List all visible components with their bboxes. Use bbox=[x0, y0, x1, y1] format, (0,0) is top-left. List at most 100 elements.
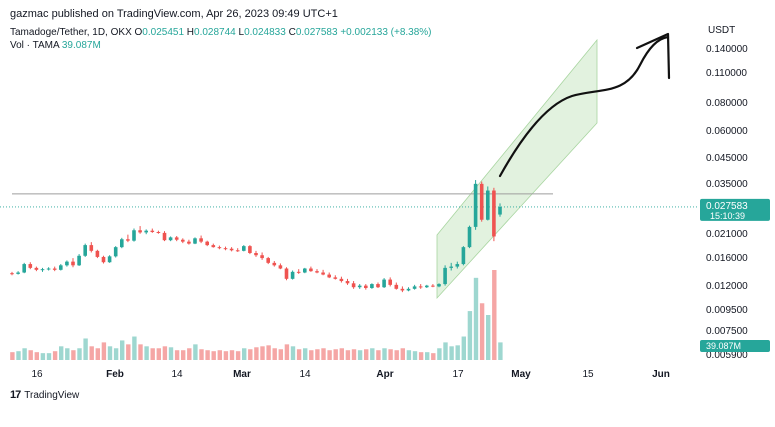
volume-bar bbox=[400, 348, 405, 360]
legend-value: 0.024833 bbox=[244, 27, 289, 38]
volume-bar bbox=[10, 352, 15, 360]
volume-bar bbox=[333, 349, 338, 360]
candle-body bbox=[120, 239, 124, 248]
volume-bar bbox=[235, 351, 241, 360]
candle-body bbox=[296, 271, 301, 273]
volume-bar bbox=[40, 353, 46, 360]
candle-body bbox=[150, 230, 155, 232]
candle-body bbox=[10, 273, 14, 275]
candle-body bbox=[498, 206, 502, 215]
volume-bar bbox=[449, 346, 454, 360]
candle-body bbox=[406, 288, 411, 291]
candle-body bbox=[40, 269, 45, 271]
candle-body bbox=[345, 281, 350, 284]
candle-body bbox=[126, 239, 130, 241]
volume-bar bbox=[248, 349, 253, 360]
legend-value: H bbox=[187, 27, 194, 38]
candle-body bbox=[34, 267, 39, 270]
volume-bar bbox=[71, 350, 76, 360]
candle-body bbox=[321, 272, 325, 275]
volume-legend-value: 39.087M bbox=[62, 40, 101, 51]
projection-arrowhead bbox=[635, 32, 671, 80]
volume-bar bbox=[467, 311, 473, 360]
price-tick-label: 0.035000 bbox=[706, 179, 748, 190]
volume-bar bbox=[138, 344, 143, 360]
volume-bar bbox=[52, 351, 58, 360]
price-chart[interactable]: USDT 0.140000 0.110000 0.080000 0.060000 0.04… bbox=[0, 20, 775, 392]
volume-bar bbox=[223, 351, 229, 360]
ascending-channel bbox=[436, 38, 598, 300]
publish-header: gazmac published on TradingView.com, Apr… bbox=[10, 8, 338, 20]
candle-body bbox=[89, 245, 94, 251]
volume-bar bbox=[455, 345, 460, 360]
candle-body bbox=[492, 190, 496, 237]
candle-body bbox=[327, 274, 331, 278]
volume-bar bbox=[162, 346, 168, 360]
volume-bar bbox=[443, 342, 448, 360]
candle-body bbox=[199, 238, 203, 242]
volume-bar bbox=[382, 348, 387, 360]
price-tick-label: 0.016000 bbox=[706, 253, 748, 264]
volume-badge bbox=[700, 340, 770, 352]
candle-body bbox=[486, 190, 490, 220]
volume-bar bbox=[431, 353, 436, 360]
volume-bar bbox=[412, 351, 418, 360]
ohlc-legend: Tamadoge/Tether, 1D, OKX O0.025451 H0.02… bbox=[10, 27, 432, 38]
volume-bar bbox=[144, 346, 149, 360]
time-tick-label: Apr bbox=[376, 369, 393, 380]
volume-bar bbox=[254, 347, 259, 360]
candle-body bbox=[479, 183, 484, 220]
chart-area[interactable]: USDT 0.140000 0.110000 0.080000 0.060000 0.04… bbox=[0, 20, 775, 392]
candle-body bbox=[16, 272, 20, 274]
volume-bar bbox=[364, 349, 369, 360]
volume-bar bbox=[181, 350, 186, 360]
candle-body bbox=[467, 226, 472, 248]
candle-body bbox=[309, 268, 313, 272]
price-tick-label: 0.007500 bbox=[706, 326, 748, 337]
candle-body bbox=[278, 265, 283, 269]
candle-body bbox=[205, 241, 209, 246]
candle-body bbox=[211, 245, 216, 248]
candle-body bbox=[425, 285, 429, 288]
volume-bar bbox=[242, 348, 247, 360]
volume-bar bbox=[46, 353, 52, 360]
price-badge-value: 0.027583 bbox=[706, 201, 748, 212]
candle-body bbox=[351, 283, 356, 288]
volume-bar bbox=[406, 350, 412, 360]
volume-bar bbox=[59, 346, 64, 360]
candle-body bbox=[376, 284, 380, 288]
volume-bar bbox=[309, 350, 314, 360]
volume-bar bbox=[211, 351, 216, 360]
price-badge-countdown: 15:10:39 bbox=[710, 211, 745, 221]
candle-body bbox=[412, 286, 417, 289]
volume-bar bbox=[327, 350, 332, 360]
time-tick-label: Feb bbox=[106, 369, 124, 380]
volume-bar bbox=[461, 336, 466, 360]
candle-body bbox=[83, 245, 87, 256]
volume-bar bbox=[89, 346, 94, 360]
candle-body bbox=[162, 232, 167, 241]
legend-value: Tamadoge/Tether, 1D, OKX bbox=[10, 27, 135, 38]
tradingview-footer: 17 TradingView bbox=[10, 388, 79, 402]
volume-badge-value: 39.087M bbox=[706, 341, 741, 351]
volume-bar bbox=[260, 346, 265, 360]
candle-body bbox=[431, 285, 435, 287]
legend-value: O bbox=[135, 27, 143, 38]
volume-bar bbox=[83, 338, 88, 360]
volume-bar bbox=[34, 352, 39, 360]
price-tick-label: 0.045000 bbox=[706, 153, 748, 164]
candle-body bbox=[181, 239, 185, 242]
volume-bar bbox=[65, 348, 70, 360]
candle-body bbox=[223, 248, 228, 250]
tradingview-logo-icon: 17 bbox=[10, 389, 21, 401]
volume-bar bbox=[229, 350, 235, 360]
volume-bar bbox=[303, 348, 308, 360]
time-tick-label: May bbox=[511, 369, 531, 380]
candle-body bbox=[418, 286, 423, 288]
candle-body bbox=[138, 230, 142, 233]
time-tick-label: 17 bbox=[452, 369, 464, 380]
legend-value: 0.028744 bbox=[194, 27, 239, 38]
candle-body bbox=[132, 230, 136, 241]
volume-bar bbox=[95, 348, 100, 360]
brand-label: TradingView bbox=[24, 389, 80, 401]
